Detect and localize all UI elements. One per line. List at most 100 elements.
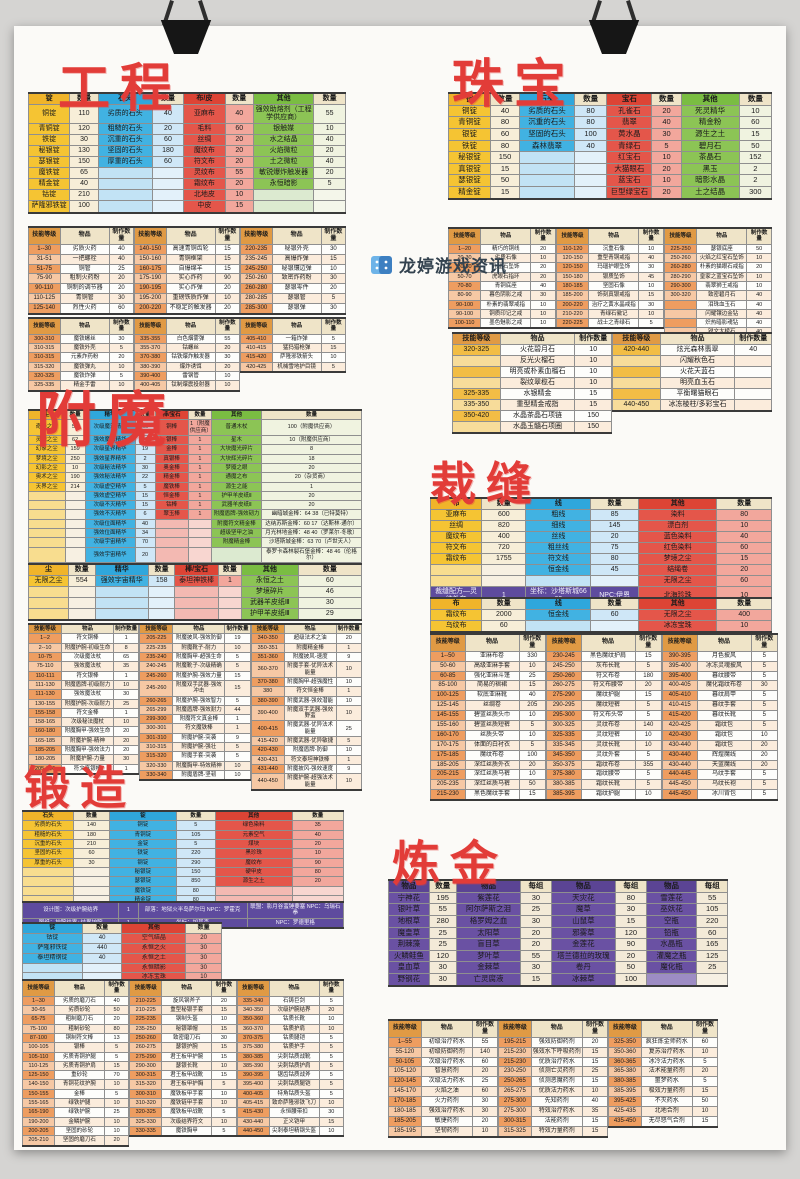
table-cell: 152	[738, 151, 773, 164]
table-cell: 440-450	[612, 399, 661, 412]
column-header: 技能等级	[452, 332, 501, 346]
table-cell: 阿尔萨斯之泪	[455, 903, 522, 916]
table-cell: 140	[471, 1046, 499, 1058]
data-table: 技能等级 物品 制作数量 205-225 附魔披风-强效防御 19 225-235 附魔靴子-…	[139, 623, 251, 782]
table-cell: 30	[69, 134, 99, 147]
table-cell: 9	[224, 732, 251, 744]
table-cell: 无限之尘	[28, 575, 69, 588]
table-cell: 20	[214, 283, 241, 295]
table-cell: 1	[187, 453, 213, 464]
table-cell: 5	[211, 1079, 237, 1090]
table-cell: 250-260	[663, 252, 698, 264]
table-cell: 强效宇宙精华	[94, 575, 149, 588]
table-cell: 110	[69, 104, 99, 125]
table-cell	[217, 586, 243, 599]
column-header: 技能等级	[139, 623, 174, 635]
table-cell: 40	[313, 156, 346, 169]
column-header: 技能等级	[447, 227, 482, 245]
column-header: 技能等级	[22, 979, 55, 997]
column-header: 物品	[271, 317, 322, 335]
column-header: 物品	[161, 979, 213, 997]
table-cell: 10	[211, 1014, 237, 1025]
table-cell: 10	[103, 1098, 130, 1109]
table-cell	[64, 490, 86, 502]
table-cell: 永恒之火	[121, 942, 187, 954]
skill-table-groups: 技能等级 物品 制作数量 1--30 劣质的磨刀石 40 30-65 劣质砂轮 50 65-75 粗…	[22, 979, 344, 1147]
table-cell: 445-450	[662, 789, 698, 801]
table-cell: 13	[103, 1032, 130, 1044]
table-cell: 53	[64, 419, 86, 436]
table-cell: 强效助熔剂（工程学供应商）	[253, 104, 315, 125]
table-cell: 15	[134, 500, 156, 511]
table-cell: 20	[590, 531, 639, 544]
table-cell: 80-90	[447, 290, 482, 301]
table-cell: 10	[750, 729, 779, 741]
table-cell: 111-130	[27, 689, 63, 700]
table-cell: 235-240	[139, 651, 174, 663]
table-cell: 20	[313, 145, 346, 158]
table-cell: 闪耀秋色石	[659, 355, 736, 368]
table-cell: 坚固石像	[588, 280, 640, 292]
table-cell: 25	[520, 903, 552, 916]
table-cell: 暮纹长靴	[696, 710, 752, 722]
skill-group: 技能等级 物品 制作数量 320-325 火花碧月石 10 反光火榴石 10 明亮或朴素血榴石 1…	[452, 332, 612, 435]
table-cell: 10	[224, 642, 251, 653]
column-header: 棒/宝石	[174, 563, 219, 577]
table-cell: 实心炸药	[165, 273, 216, 285]
table-cell: 90	[291, 857, 345, 868]
table-cell: 青绿石徽记	[588, 308, 640, 320]
table-cell: 强效位面精华	[84, 528, 136, 539]
table-cell: 5	[750, 769, 779, 781]
column-header: 每组	[615, 879, 647, 893]
table-cell: 墨色魅影之戒	[480, 318, 532, 329]
table-cell: 金棒	[53, 1088, 105, 1100]
column-header: 尘	[28, 563, 69, 577]
table-cell: 50	[738, 139, 773, 153]
table-cell: 黑色魔纹护肩	[580, 650, 636, 662]
table-cell: 霜纹长靴	[580, 779, 636, 791]
table-cell: 1	[335, 754, 362, 766]
table-cell: 部落：地狱火半岛萨尔玛 NPC：罗霍克	[137, 901, 248, 919]
table-cell: 380-385	[236, 1051, 270, 1062]
table-cell: 暮色阴影之戒	[480, 290, 532, 301]
table-cell: 301-310	[139, 732, 174, 744]
table-cell: 30	[320, 243, 347, 255]
table-cell: 315-320	[139, 751, 174, 762]
table-cell: 225-250	[663, 243, 698, 254]
table-cell: 卷丹	[550, 961, 617, 974]
table-cell: 5	[211, 1126, 237, 1137]
table-cell: 46	[297, 586, 363, 599]
table-cell: 395-400	[662, 660, 698, 672]
column-header: 其他	[680, 92, 740, 106]
table-cell: 30	[471, 1106, 499, 1117]
table-cell: 30	[750, 680, 779, 692]
section-title-enchanting: 附魔	[36, 387, 176, 454]
table-cell: 345-350	[546, 749, 582, 761]
table-cell: 15	[224, 200, 255, 213]
table-cell: 405-410	[662, 690, 698, 702]
table-cell: 20	[651, 185, 682, 200]
table-cell: 铁锭	[108, 848, 178, 859]
table-cell: 410-415	[662, 700, 698, 712]
table-cell: 5	[750, 789, 779, 801]
table-cell	[28, 586, 69, 599]
table-cell: 10	[634, 789, 663, 801]
table-cell: 坚韧药剂	[420, 1125, 473, 1138]
table-cell	[67, 608, 96, 621]
table-cell	[734, 366, 772, 379]
table-cell: 370-380	[250, 676, 285, 688]
table-cell: 强效魔法杖	[61, 661, 114, 672]
column-header: 制作数量	[214, 226, 241, 245]
table-cell: 沉重石像	[588, 243, 640, 254]
table-cell: 1	[187, 481, 213, 492]
table-cell: 1	[187, 472, 213, 483]
table-cell: 15	[634, 690, 663, 702]
table-cell: 亚麻布卷	[464, 650, 520, 662]
table-cell: 细线	[525, 520, 592, 533]
column-header: 技能等级	[662, 633, 698, 652]
table-cell: 370-375	[236, 1032, 270, 1044]
table-cell: 附魔护腕-强效智力	[172, 695, 226, 706]
table-cell: 天界之尘	[28, 481, 66, 492]
table-cell: 120-150	[555, 262, 590, 273]
table-cell: 15	[574, 399, 612, 412]
